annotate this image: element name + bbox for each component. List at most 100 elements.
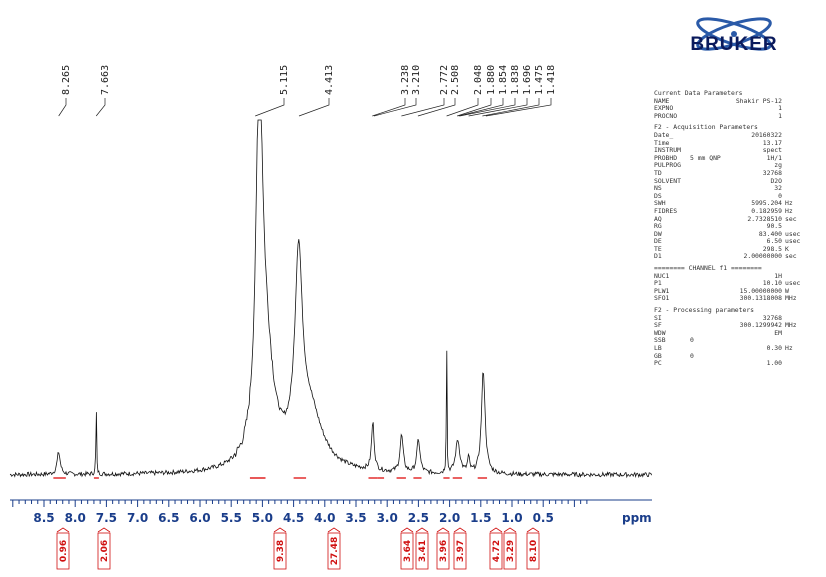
x-tick-label: 5.5 [221, 511, 242, 525]
svg-text:3.96: 3.96 [439, 540, 449, 562]
x-tick-label: 6.0 [189, 511, 210, 525]
param-row: AQ 2.7328510 sec [654, 214, 797, 223]
integral-label: 8.10 [526, 527, 540, 570]
peak-leader [255, 98, 285, 117]
param-row: Date_ 20160322 [654, 130, 782, 139]
x-tick-label: 7.0 [127, 511, 148, 525]
peak-label: 1.854 [498, 65, 509, 95]
param-row: FIDRES 0.182959 Hz [654, 206, 793, 215]
peak-label: 3.210 [411, 65, 422, 95]
param-section-title: F2 - Acquisition Parameters [654, 123, 758, 132]
peak-leader [401, 98, 445, 117]
param-row: PROBHD 5 mm QNP 1H/1 [654, 153, 782, 162]
peak-label: 1.475 [534, 65, 545, 95]
svg-text:8.10: 8.10 [529, 540, 539, 562]
x-tick-label: 2.0 [439, 511, 460, 525]
integral-label: 0.96 [56, 527, 70, 570]
peak-leader [58, 98, 67, 117]
peak-leader-lines [58, 98, 552, 117]
param-row: SFO1 300.1318008 MHz [654, 294, 797, 303]
param-row: TE 298.5 K [654, 244, 789, 253]
param-row: D1 2.00000000 sec [654, 252, 797, 261]
x-tick-label: 4.0 [314, 511, 335, 525]
param-row: Time 13.17 [654, 138, 782, 147]
svg-text:3.41: 3.41 [418, 540, 428, 562]
logo-text: BRUKER [690, 34, 778, 55]
param-row: LB 0.30 Hz [654, 344, 793, 352]
param-row: GB 0 [654, 351, 694, 360]
peak-label: 1.418 [546, 65, 557, 95]
param-row: TD 32768 [654, 168, 782, 177]
svg-text:0.96: 0.96 [59, 540, 69, 562]
peak-leader [482, 98, 540, 117]
x-axis-label: ppm [622, 511, 652, 525]
x-tick-label: 0.5 [533, 511, 554, 525]
orbit-icon [696, 17, 772, 51]
peak-label: 2.508 [450, 65, 461, 95]
peak-leader [468, 98, 528, 117]
param-row: PC 1.00 [654, 359, 782, 368]
param-row: PROCNO 1 [654, 111, 782, 120]
param-row: SF 300.1299942 MHz [654, 321, 797, 330]
svg-text:9.38: 9.38 [276, 540, 286, 562]
peak-label: 4.413 [324, 65, 335, 95]
param-row: WDW EM [654, 328, 782, 337]
peak-label: 1.880 [486, 65, 497, 95]
integral-label: 3.96 [436, 527, 450, 570]
param-section-title: Current Data Parameters [654, 89, 743, 97]
peak-label: 8.265 [61, 65, 72, 95]
x-tick-label: 3.5 [345, 511, 366, 525]
param-row: DW 83.400 usec [654, 229, 801, 238]
peak-label: 5.115 [279, 65, 290, 95]
svg-text:3.97: 3.97 [456, 540, 466, 562]
svg-text:3.29: 3.29 [506, 540, 516, 562]
x-tick-label: 6.5 [158, 511, 179, 525]
peak-leader [95, 98, 106, 117]
param-row: RG 90.5 [654, 222, 782, 231]
peak-leader [459, 98, 516, 117]
param-row: P1 10.10 usec [654, 279, 801, 288]
peak-leader [456, 98, 492, 117]
param-row: DE 6.50 usec [654, 237, 801, 246]
parameter-panel: BRUKER Current Data Parameters NAME Shakir… [654, 0, 824, 577]
integral-label: 4.72 [489, 527, 503, 570]
peak-label: 3.238 [400, 65, 411, 95]
integral-labels: 0.96 2.06 9.38 27.48 3.64 3.41 3.96 3.97 4.72 3.2… [56, 527, 540, 570]
param-row: SSB 0 [654, 336, 694, 345]
svg-text:3.64: 3.64 [403, 540, 413, 562]
param-row: SI 32768 [654, 313, 782, 322]
param-row: PLW1 15.00000000 W [654, 286, 789, 295]
peak-label: 1.696 [522, 65, 533, 95]
peak-label-group: 8.265 7.663 5.115 4.413 3.238 3.210 2.772 2.508… [61, 65, 557, 95]
integral-label: 9.38 [273, 527, 287, 570]
peak-leader [458, 98, 504, 117]
param-section-title: ======== CHANNEL f1 ======== [654, 264, 762, 273]
x-tick-label: 1.5 [470, 511, 491, 525]
svg-text:4.72: 4.72 [492, 540, 502, 562]
svg-text:2.06: 2.06 [100, 540, 110, 562]
x-axis-ticks: 8.5 8.0 7.5 7.0 6.5 6.0 5.5 5.0 4.5 4.0 3.5 3.0 2.5 2… [12, 500, 588, 525]
integral-label: 3.64 [400, 527, 414, 570]
param-row: EXPNO 1 [654, 104, 782, 113]
param-row: NS 32 [654, 184, 782, 193]
param-row: DS 0 [654, 191, 782, 200]
x-tick-label: 2.5 [408, 511, 429, 525]
peak-leader [372, 98, 406, 117]
peak-label: 1.838 [510, 65, 521, 95]
peak-label: 7.663 [100, 65, 111, 95]
x-tick-label: 8.5 [33, 511, 54, 525]
x-tick-label: 8.0 [65, 511, 86, 525]
param-row: INSTRUM spect [654, 146, 782, 155]
nmr-spectrum-chart: 8.265 7.663 5.115 4.413 3.238 3.210 2.772 2.508… [9, 65, 652, 570]
peak-leader [417, 98, 456, 117]
x-tick-label: 4.5 [283, 511, 304, 525]
integral-label: 3.97 [453, 527, 467, 570]
integral-label: 3.29 [503, 527, 517, 570]
x-tick-label: 3.0 [377, 511, 398, 525]
x-tick-label: 7.5 [96, 511, 117, 525]
acquisition-parameters-list: Current Data Parameters NAME Shakir PS-12 E… [654, 86, 824, 368]
peak-leader [446, 98, 479, 117]
x-tick-label: 5.0 [252, 511, 273, 525]
param-row: NUC1 1H [654, 271, 782, 280]
param-section-title: F2 - Processing parameters [654, 306, 755, 315]
